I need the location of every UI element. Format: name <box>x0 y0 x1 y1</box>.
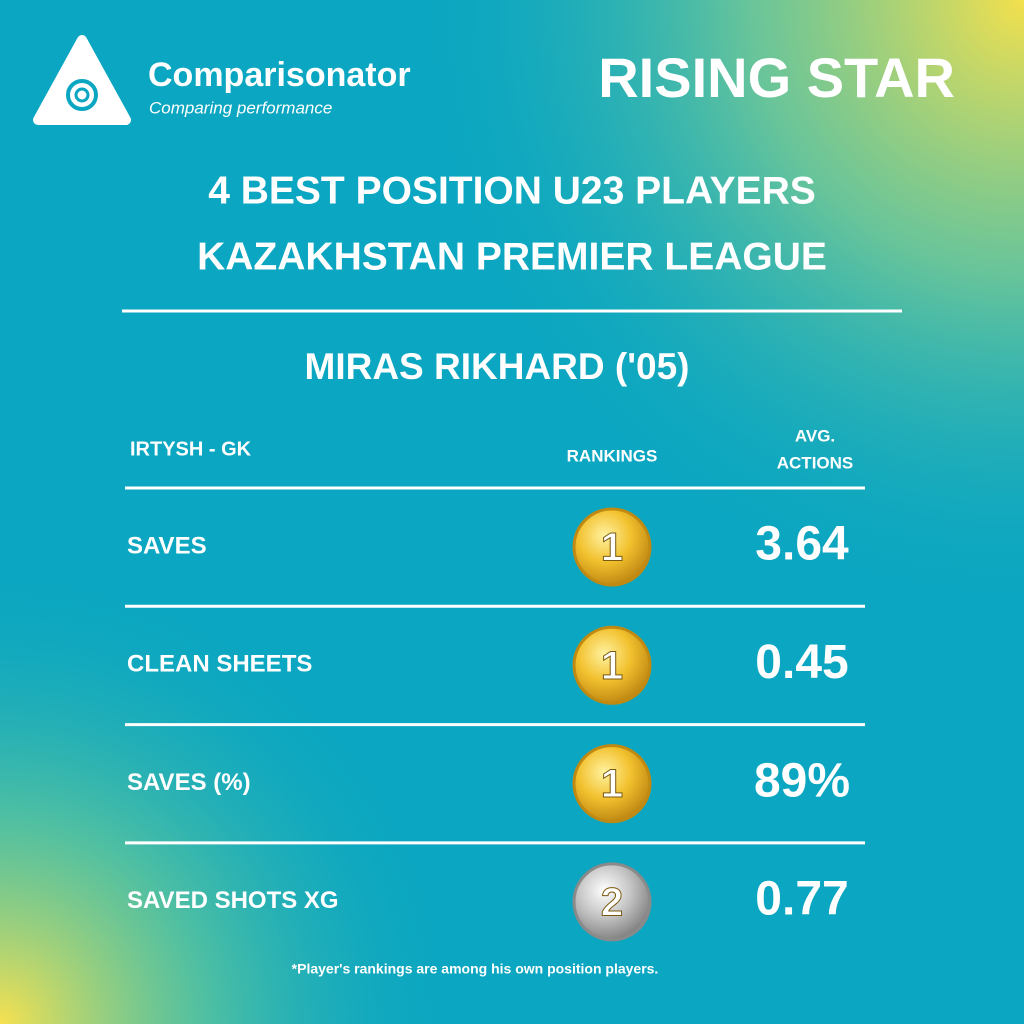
stat-value: 0.45 <box>755 636 848 689</box>
column-header: RANKINGS <box>567 446 658 465</box>
column-header: AVG. <box>795 426 835 445</box>
tagline: Comparing performance <box>149 98 332 117</box>
logo <box>33 35 131 125</box>
rank: 2 <box>601 880 623 924</box>
title-line: KAZAKHSTAN PREMIER LEAGUE <box>197 235 827 278</box>
player-name: MIRAS RIKHARD ('05) <box>305 346 690 387</box>
medal <box>572 507 652 587</box>
team-position: IRTYSH - GK <box>130 438 252 460</box>
medal <box>572 744 652 824</box>
stat-value: 89% <box>754 754 850 807</box>
medal <box>572 862 652 942</box>
stat-label: SAVES (%) <box>127 769 251 796</box>
title-line: 4 BEST POSITION U23 PLAYERS <box>208 169 816 212</box>
stat-label: SAVES <box>127 532 207 559</box>
rank: 1 <box>601 526 623 570</box>
medal <box>572 625 652 705</box>
badge: RISING STAR <box>598 46 955 109</box>
rank: 1 <box>601 762 623 806</box>
stat-value: 3.64 <box>755 518 849 571</box>
stat-label: CLEAN SHEETS <box>127 651 312 678</box>
stat-label: SAVED SHOTS XG <box>127 887 339 914</box>
brand: Comparisonator <box>148 56 411 94</box>
footnote: *Player's rankings are among his own pos… <box>292 961 659 977</box>
stat-value: 0.77 <box>755 873 848 926</box>
rank: 1 <box>601 644 623 688</box>
column-header: ACTIONS <box>777 453 854 472</box>
